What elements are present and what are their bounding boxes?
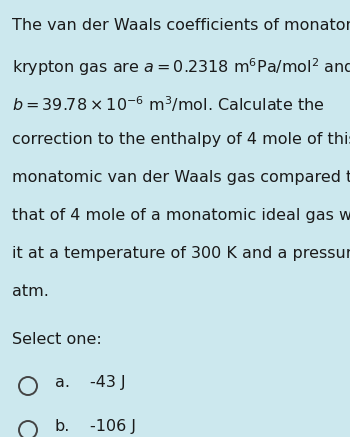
Text: a.: a. bbox=[55, 375, 70, 390]
Text: it at a temperature of 300 K and a pressure of 2: it at a temperature of 300 K and a press… bbox=[12, 246, 350, 261]
Text: krypton gas are $a = 0.2318$ m$^6$Pa/mol$^2$ and: krypton gas are $a = 0.2318$ m$^6$Pa/mol… bbox=[12, 56, 350, 78]
Circle shape bbox=[19, 377, 37, 395]
Text: The van der Waals coefficients of monatomic: The van der Waals coefficients of monato… bbox=[12, 18, 350, 33]
Text: $b = 39.78 \times 10^{-6}$ m$^3$/mol. Calculate the: $b = 39.78 \times 10^{-6}$ m$^3$/mol. Ca… bbox=[12, 94, 324, 114]
Text: b.: b. bbox=[55, 419, 70, 434]
Text: correction to the enthalpy of 4 mole of this: correction to the enthalpy of 4 mole of … bbox=[12, 132, 350, 147]
Text: that of 4 mole of a monatomic ideal gas when: that of 4 mole of a monatomic ideal gas … bbox=[12, 208, 350, 223]
Circle shape bbox=[19, 421, 37, 437]
Text: atm.: atm. bbox=[12, 284, 49, 299]
Text: -106 J: -106 J bbox=[90, 419, 136, 434]
Text: monatomic van der Waals gas compared to: monatomic van der Waals gas compared to bbox=[12, 170, 350, 185]
Text: -43 J: -43 J bbox=[90, 375, 126, 390]
Text: Select one:: Select one: bbox=[12, 332, 102, 347]
